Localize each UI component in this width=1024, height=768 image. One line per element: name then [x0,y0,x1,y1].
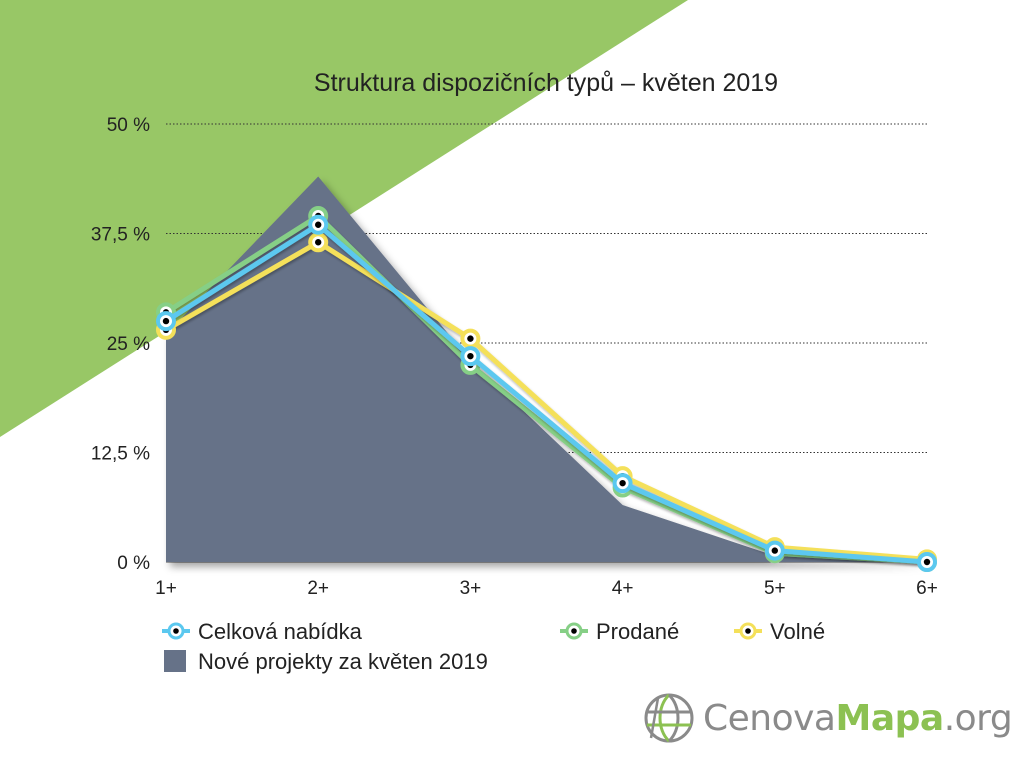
legend-item: Prodané [560,619,679,644]
y-tick-label: 37,5 % [91,225,150,246]
x-tick-label: 6+ [916,578,938,599]
y-tick-label: 50 % [107,115,150,136]
y-tick-label: 25 % [107,334,150,355]
x-tick-label: 5+ [764,578,786,599]
data-point [156,311,176,332]
series-line [163,222,930,565]
x-tick-label: 1+ [155,578,177,599]
logo: CenovaMapa.org [643,688,1013,748]
data-point [460,346,481,367]
globe-grid-icon [644,693,694,743]
area-series [166,176,927,562]
legend-label: Nové projekty za květen 2019 [198,649,488,674]
line-series [156,205,937,572]
data-point [460,328,481,349]
data-point [612,473,633,494]
y-axis: 0 % 12,5 % 25 % 37,5 % 50 % [91,115,150,574]
legend-item: Celková nabídka [162,619,363,644]
legend-item: Volné [734,619,825,644]
y-tick-label: 0 % [117,553,150,574]
line-celkova-nabidka [156,214,937,572]
data-point [308,214,329,235]
data-point [764,540,785,561]
data-point [308,232,329,253]
legend-label: Volné [770,619,825,644]
x-axis: 1+ 2+ 3+ 4+ 5+ 6+ [155,578,938,599]
legend-label: Prodané [596,619,679,644]
area-nove-projekty [166,176,927,562]
legend-label: Celková nabídka [198,619,363,644]
series-line [163,239,930,562]
x-tick-label: 3+ [460,578,482,599]
legend: Celková nabídka Prodané Volné Nové projekty… [162,619,825,674]
chart-title: Struktura dispozičních typů – květen 201… [314,69,778,97]
legend-item: Nové projekty za květen 2019 [164,649,488,674]
data-point [917,552,937,572]
logo-text: CenovaMapa.org [703,697,1013,739]
legend-swatch [164,650,186,672]
x-tick-label: 2+ [307,578,329,599]
x-tick-label: 4+ [612,578,634,599]
y-tick-label: 12,5 % [91,444,150,465]
